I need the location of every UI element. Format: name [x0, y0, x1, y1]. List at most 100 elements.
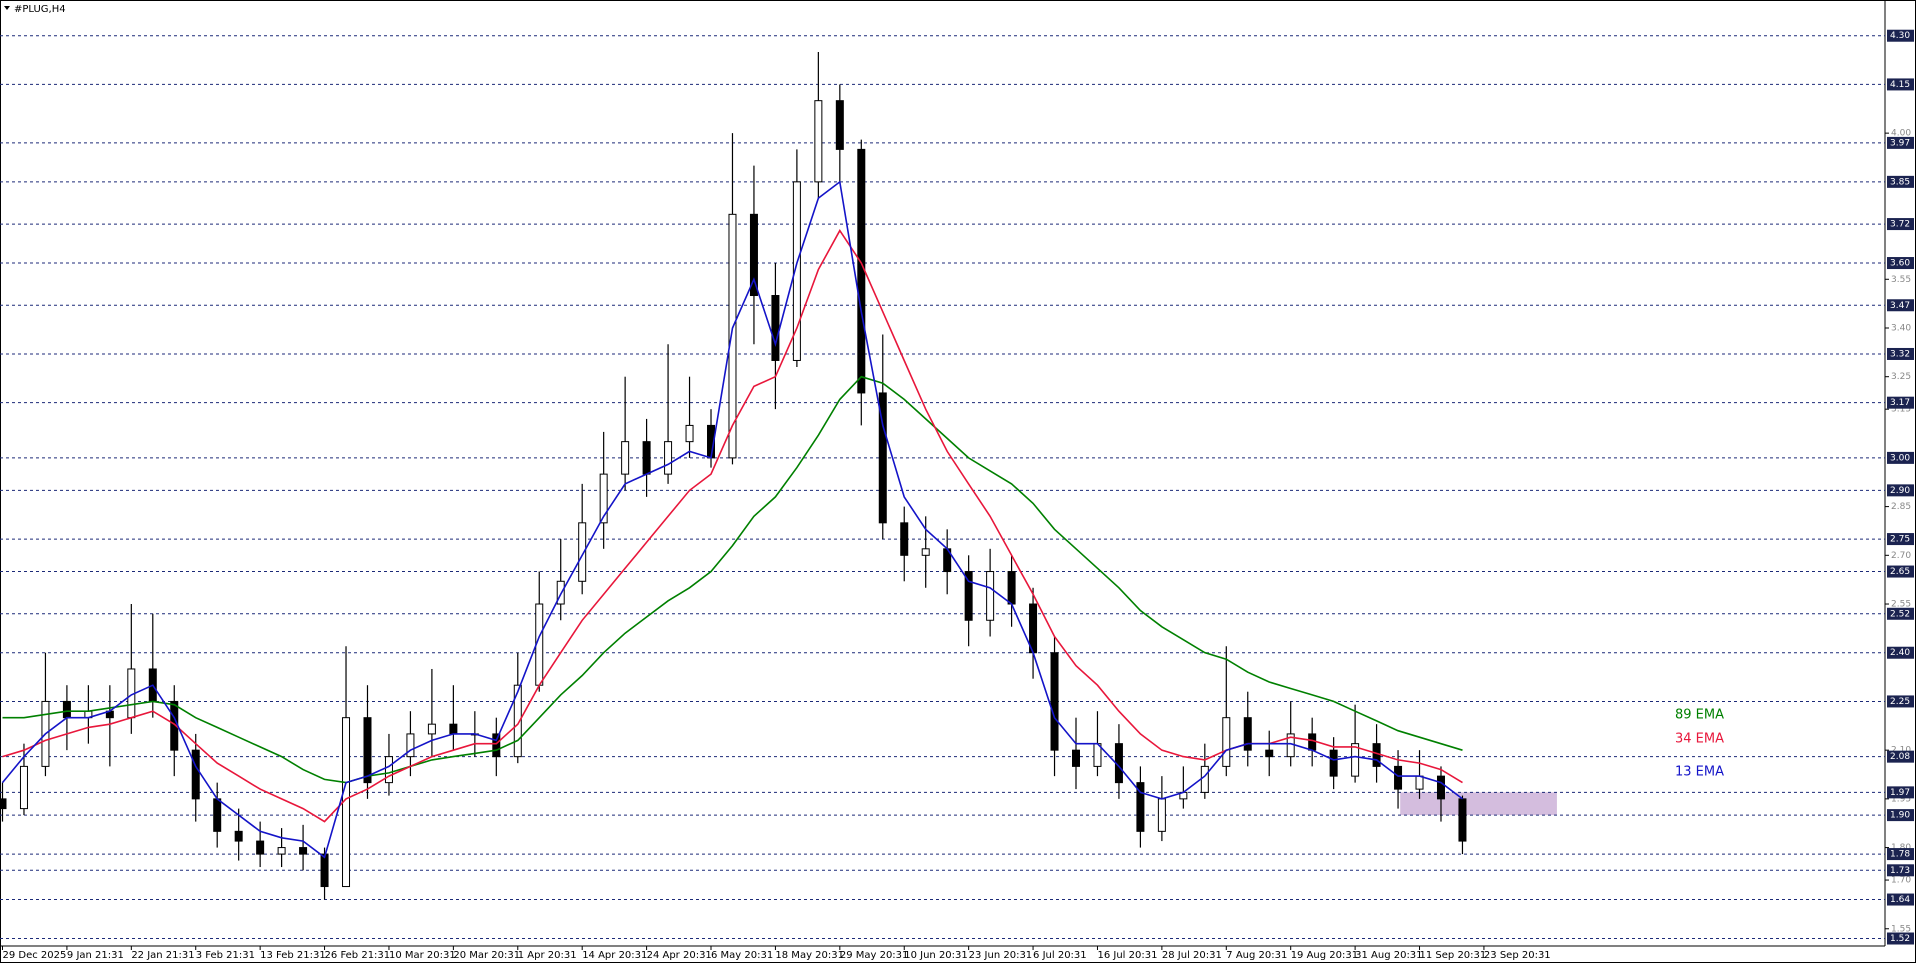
x-tick-label: 11 Sep 20:31 [1420, 950, 1487, 961]
x-tick-label: 3 Feb 21:31 [196, 950, 255, 961]
x-tick-label: 29 Dec 2025 [3, 950, 67, 961]
level-label: 2.40 [1890, 648, 1910, 658]
y-tick-label: 3.25 [1891, 372, 1911, 382]
y-tick-label: 3.15 [1891, 405, 1911, 415]
level-label-box [1887, 396, 1914, 409]
candle-body [964, 571, 973, 621]
candle-body [1007, 571, 1016, 605]
level-label: 2.65 [1890, 567, 1910, 577]
candle-body [878, 392, 887, 524]
candle-body [1351, 743, 1360, 777]
candle-body [835, 100, 844, 150]
candle-body [1458, 798, 1467, 842]
y-tick-label: 3.55 [1891, 275, 1911, 285]
x-tick-label: 19 Aug 20:31 [1291, 950, 1358, 961]
level-label-box [1887, 750, 1914, 763]
level-label: 1.64 [1890, 895, 1910, 905]
candle-body [191, 749, 200, 800]
level-label-box [1887, 848, 1914, 861]
level-label-box [1887, 864, 1914, 877]
level-label: 3.17 [1890, 398, 1910, 408]
candle-body [1072, 749, 1080, 767]
x-tick-label: 1 Apr 20:31 [518, 950, 577, 961]
level-label-box [1887, 893, 1914, 906]
level-label: 4.15 [1890, 80, 1910, 90]
level-label: 3.32 [1890, 349, 1910, 359]
y-tick-label: 2.85 [1891, 502, 1911, 512]
x-tick-label: 31 Aug 20:31 [1355, 950, 1422, 961]
ema-line [2, 229, 1463, 823]
candle-body [213, 798, 222, 832]
candle-body [0, 798, 7, 810]
candle-body [492, 733, 501, 758]
title-arrow [4, 6, 10, 10]
candle-body [986, 571, 995, 621]
x-tick-label: 16 Jul 20:31 [1097, 950, 1157, 961]
level-label: 1.90 [1890, 811, 1910, 821]
candle-body [19, 765, 28, 810]
x-tick-label: 14 Apr 20:31 [582, 950, 647, 961]
level-label-box [1887, 932, 1914, 945]
level-label-box [1887, 347, 1914, 360]
candle-body [1372, 743, 1381, 767]
candle-body [857, 148, 866, 394]
level-label: 1.73 [1890, 866, 1910, 876]
level-label: 3.97 [1890, 138, 1910, 148]
level-label-box [1887, 29, 1914, 42]
candle-body [234, 830, 243, 842]
x-tick-label: 13 Feb 21:31 [260, 950, 326, 961]
x-tick-label: 23 Jun 20:31 [969, 950, 1033, 961]
candle-body [621, 441, 630, 475]
level-label-box [1887, 565, 1914, 578]
x-tick-label: 7 Aug 20:31 [1226, 950, 1287, 961]
chart-title: #PLUG,H4 [14, 4, 66, 15]
y-tick-label: 1.55 [1891, 924, 1911, 934]
y-tick-label: 1.95 [1891, 794, 1911, 804]
x-tick-label: 10 Jun 20:31 [904, 950, 968, 961]
candle-body [1415, 775, 1424, 790]
level-label-box [1887, 257, 1914, 270]
legend-label: 13 EMA [1675, 765, 1724, 780]
x-tick-label: 29 May 20:31 [840, 950, 909, 961]
support-zone [1400, 792, 1557, 816]
candle-body [513, 684, 522, 758]
level-label-box [1887, 299, 1914, 312]
level-label: 1.52 [1890, 934, 1910, 944]
candle-body [1308, 733, 1317, 751]
level-label-box [1887, 484, 1914, 497]
x-tick-label: 9 Jan 21:31 [67, 950, 124, 961]
candle-body [1200, 765, 1209, 793]
plot: 4.003.553.403.253.152.852.702.552.101.95… [0, 29, 1914, 961]
ema-line [2, 375, 1463, 784]
candle-body [664, 441, 673, 475]
candle-body [1136, 782, 1145, 832]
candle-body [256, 840, 265, 855]
candle-body [62, 700, 71, 719]
ema-line [1, 180, 1463, 859]
x-tick-label: 23 Sep 20:31 [1484, 950, 1551, 961]
level-label: 1.97 [1890, 788, 1910, 798]
level-label-box [1887, 136, 1914, 149]
level-label-box [1887, 451, 1914, 464]
candle-body [814, 100, 823, 183]
candle-body [384, 756, 393, 784]
candle-body [900, 522, 909, 556]
candle-body [299, 847, 308, 855]
level-label: 3.00 [1890, 453, 1910, 463]
candle-body [771, 295, 780, 361]
level-label: 2.90 [1890, 486, 1910, 496]
candle-body [578, 522, 587, 582]
candle-body [406, 733, 415, 758]
candle-body [642, 441, 651, 475]
x-tick-label: 10 Mar 20:31 [389, 950, 456, 961]
candle-body [1243, 717, 1252, 751]
level-label: 2.75 [1890, 535, 1910, 545]
candle-body [921, 548, 930, 556]
level-label: 2.25 [1890, 697, 1910, 707]
candle-body [427, 723, 436, 735]
candle-body [277, 847, 286, 855]
level-label-box [1887, 786, 1914, 799]
x-tick-label: 24 Apr 20:31 [647, 950, 712, 961]
